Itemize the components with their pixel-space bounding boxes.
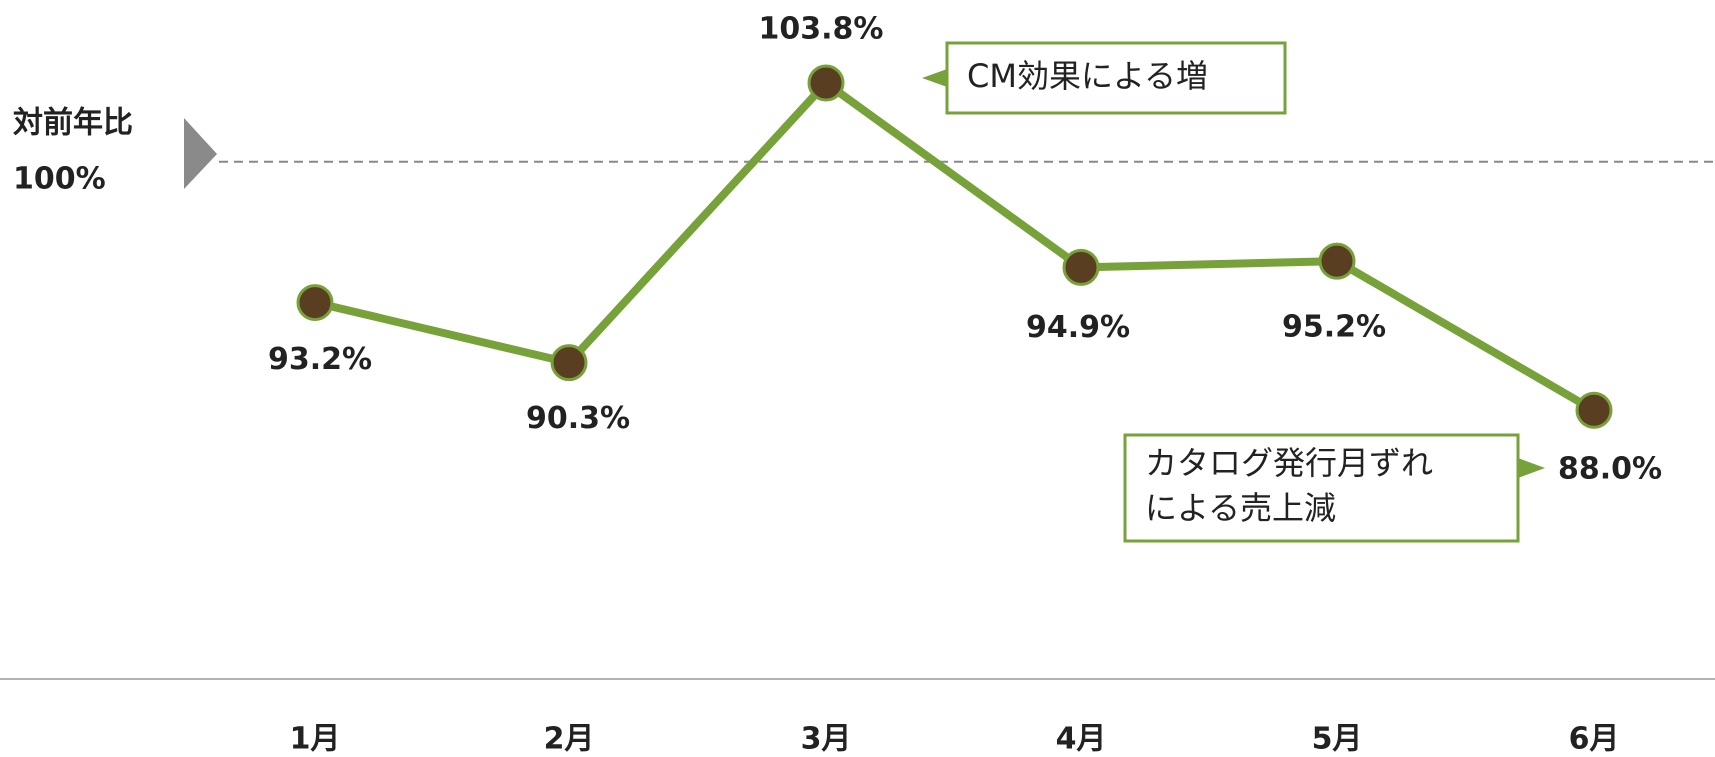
annotation-pointer [922,68,950,88]
annotation-text: CM効果による増 [967,57,1208,95]
data-label: 95.2% [1282,310,1386,345]
marker [1062,248,1100,286]
data-label: 94.9% [1026,310,1130,345]
marker [296,284,334,322]
reference-pointer [184,118,217,189]
x-tick-label: 3月 [801,722,852,757]
reference-label: 対前年比 [13,106,133,141]
data-label: 103.8% [759,12,884,47]
annotation-box [1123,433,1520,543]
x-tick-label: 5月 [1312,722,1363,757]
annotation-pointer [1518,458,1545,478]
x-tick-label: 4月 [1056,722,1107,757]
marker [1318,242,1356,280]
annotation-text: カタログ発行月ずれ [1145,444,1433,482]
data-label: 88.0% [1558,452,1662,487]
data-label: 90.3% [526,401,630,436]
annotation-box [945,41,1287,115]
x-tick-label: 1月 [290,722,341,757]
x-tick-label: 6月 [1569,722,1620,757]
line [314,79,1597,414]
marker [807,64,845,102]
annotation-text: による売上減 [1145,489,1336,527]
marker [1575,391,1613,429]
reference-value-label: 100% [13,162,106,197]
data-label: 93.2% [268,342,372,377]
marker [550,344,588,382]
x-tick-label: 2月 [544,722,595,757]
